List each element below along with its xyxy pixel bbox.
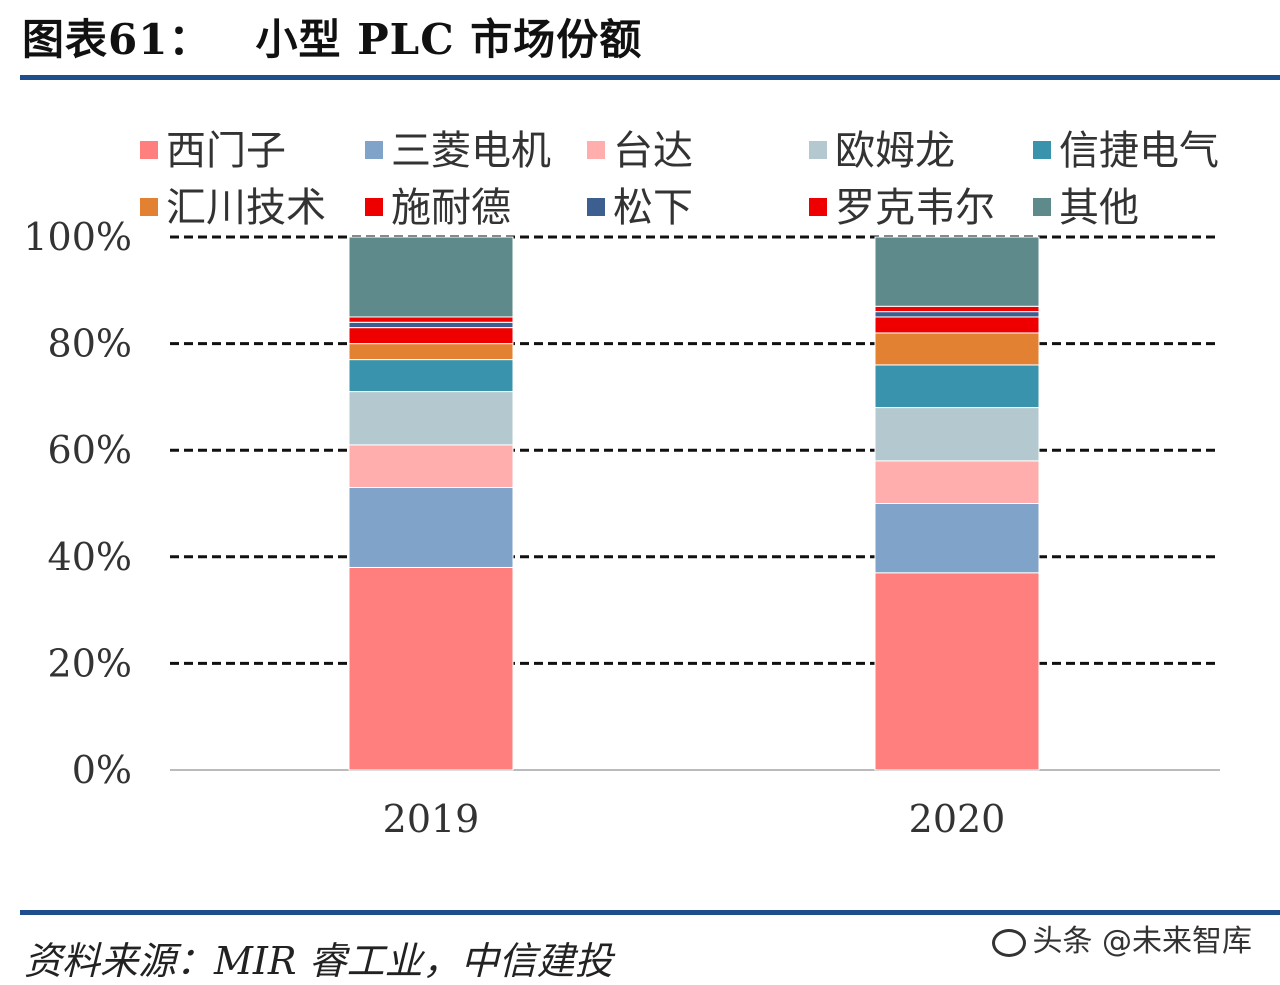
bar-segment [348,343,514,361]
watermark-logo-icon [992,928,1027,957]
legend-label: 罗克韦尔 [835,185,995,231]
watermark-text: 头条 @未来智库 [1032,924,1252,959]
watermark: 头条 @未来智库 [992,916,1252,960]
bar-stack [874,236,1040,771]
y-tick-label: 0% [72,748,132,792]
bar-segment [348,359,514,393]
bar-segment [874,503,1040,574]
bar-segment [348,321,514,329]
legend-swatch [587,198,605,216]
top-divider [20,75,1280,80]
bar-segment [874,316,1040,334]
legend-item: 其他 [1033,185,1139,231]
legend-swatch [365,198,383,216]
bar-segment [874,332,1040,366]
bottom-divider [20,910,1280,915]
legend-label: 其他 [1059,185,1139,231]
y-axis: 0% 20% 40% 60% 80% 100% [23,215,132,792]
legend-label: 欧姆龙 [835,128,955,174]
bar-segment [348,327,514,345]
chart-title: 图表61： 小型 PLC 市场份额 [22,6,642,67]
x-tick-label: 2019 [383,797,480,841]
bar-segment [874,236,1040,307]
gridlines [170,235,1220,771]
legend-item: 信捷电气 [1033,128,1219,174]
bar-segment [874,407,1040,462]
bars [348,236,1040,771]
legend-swatch [140,198,158,216]
legend-swatch [1033,198,1051,216]
bar-segment [348,566,514,771]
y-tick-label: 80% [48,322,132,366]
y-tick-label: 20% [48,641,132,685]
legend-item: 松下 [587,185,693,231]
legend-label: 信捷电气 [1059,128,1219,174]
legend-label: 台达 [613,128,693,174]
legend-label: 三菱电机 [391,128,551,174]
figure-label: 图表61： [22,15,212,64]
legend-swatch [809,198,827,216]
legend-item: 罗克韦尔 [809,185,995,231]
legend-item: 三菱电机 [365,128,551,174]
bar-segment [348,487,514,568]
legend-label: 施耐德 [391,185,511,231]
legend-item: 台达 [587,128,693,174]
legend-label: 西门子 [166,128,286,174]
legend-item: 欧姆龙 [809,128,955,174]
y-tick-label: 60% [48,428,132,472]
legend-item: 西门子 [140,128,286,174]
bar-segment [874,572,1040,771]
legend-item: 施耐德 [365,185,511,231]
x-tick-label: 2020 [909,797,1006,841]
figure-title: 小型 PLC 市场份额 [255,15,643,64]
bar-segment [874,364,1040,409]
legend-swatch [1033,141,1051,159]
legend-label: 松下 [613,185,693,231]
y-tick-label: 100% [23,215,132,259]
y-tick-label: 40% [48,535,132,579]
bar-stack [348,236,514,771]
bar-segment [874,460,1040,504]
legend-swatch [587,141,605,159]
legend-item: 汇川技术 [140,185,326,231]
bar-segment [348,316,514,323]
bar-segment [874,311,1040,318]
source-note: 资料来源：MIR 睿工业，中信建投 [24,939,613,983]
legend-label: 汇川技术 [166,185,326,231]
bar-segment [348,236,514,318]
bar-segment [348,391,514,446]
x-axis: 2019 2020 [383,797,1006,841]
legend-swatch [365,141,383,159]
legend-swatch [809,141,827,159]
legend-swatch [140,141,158,159]
bar-segment [348,444,514,489]
bar-segment [874,305,1040,313]
